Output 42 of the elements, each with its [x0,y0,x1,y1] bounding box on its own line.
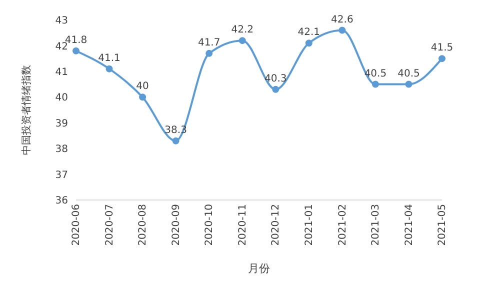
y-tick-label: 42 [55,41,68,52]
x-axis-title: 月份 [248,262,270,275]
x-tick-label: 2021-04 [404,204,415,246]
point [238,37,246,44]
x-tick-label: 2020-06 [71,204,82,246]
point [206,50,213,57]
y-tick-label: 41 [55,66,68,78]
data-label: 41.7 [198,37,220,48]
y-axis-title: 中国投资者情绪指数 [20,65,33,155]
point [106,65,113,72]
data-label: 42.1 [298,27,320,38]
point [172,137,180,144]
point [338,26,346,34]
x-tick-label: 2020-10 [204,204,216,246]
y-tick-label: 43 [55,16,68,27]
point [305,40,312,47]
x-tick-label: 2020-07 [104,204,116,246]
y-tick-label: 39 [55,118,68,130]
data-label: 41.1 [98,52,120,64]
x-tick-label: 2021-02 [337,204,348,246]
point [438,55,446,62]
y-tick-label: 36 [55,196,68,207]
y-tick-label: 40 [55,92,68,104]
point [139,94,146,101]
point [372,80,379,88]
data-label: 42.6 [331,14,354,26]
x-tick-label: 2021-05 [437,204,448,246]
point [405,80,412,88]
data-label: 40.5 [398,68,420,80]
x-tick-label: 2021-03 [370,204,382,246]
data-label: 42.2 [231,24,254,36]
x-tick-label: 2020-09 [170,204,182,246]
data-label: 41.5 [430,42,454,54]
x-tick-label: 2020-11 [237,204,248,246]
point [272,86,280,93]
y-tick-label: 38 [55,144,68,156]
y-tick-label: 37 [55,170,68,181]
data-label: 40 [136,81,149,92]
point [72,47,80,54]
x-tick-label: 2020-08 [138,204,149,246]
x-tick-label: 2021-01 [304,204,316,246]
x-tick-label: 2020-12 [270,204,282,246]
